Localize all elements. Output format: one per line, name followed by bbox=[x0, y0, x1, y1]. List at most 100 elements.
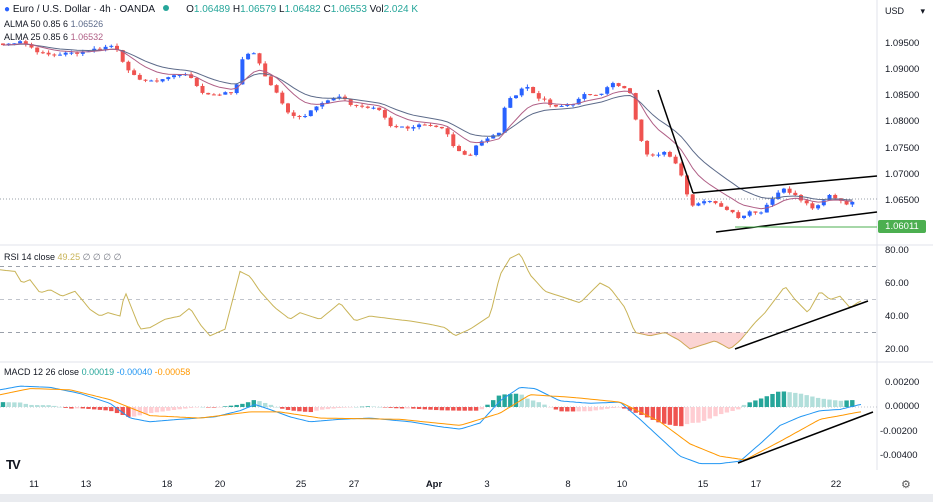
macd-histogram-bar bbox=[114, 407, 120, 414]
symbol-title[interactable]: Euro / U.S. Dollar · 4h · OANDA bbox=[12, 4, 155, 15]
channel-lower-line[interactable] bbox=[715, 211, 878, 233]
macd-histogram-bar bbox=[833, 400, 838, 407]
candle-body bbox=[514, 95, 518, 99]
candle-body bbox=[405, 126, 410, 129]
candle-body bbox=[685, 175, 689, 195]
alma50-legend[interactable]: ALMA 50 0.85 6 1.06526 bbox=[4, 19, 104, 29]
macd-histogram-bar bbox=[251, 400, 256, 407]
macd-histogram-bar bbox=[451, 407, 456, 411]
candle-body bbox=[154, 80, 159, 82]
candle-body bbox=[206, 92, 211, 95]
macd-histogram-bar bbox=[719, 407, 724, 415]
settings-gear-icon[interactable]: ⚙ bbox=[901, 479, 911, 491]
candle-body bbox=[115, 45, 119, 51]
time-tick: 10 bbox=[616, 479, 628, 490]
rsi-legend[interactable]: RSI 14 close 49.25 ∅ ∅ ∅ ∅ bbox=[4, 252, 122, 262]
candle-body bbox=[531, 86, 536, 94]
rsi-tick: 60.00 bbox=[885, 278, 909, 289]
candle-body bbox=[251, 53, 256, 55]
macd-histogram-bar bbox=[80, 407, 85, 409]
candle-body bbox=[713, 201, 718, 204]
macd-histogram-bar bbox=[57, 406, 63, 408]
macd-histogram-bar bbox=[63, 407, 68, 408]
tradingview-logo-icon[interactable]: TV bbox=[6, 457, 21, 472]
alma25-line bbox=[2, 43, 853, 210]
candle-body bbox=[747, 211, 752, 216]
macd-histogram-bar bbox=[502, 394, 507, 407]
macd-histogram-bar bbox=[428, 407, 433, 410]
candle-body bbox=[650, 154, 655, 156]
macd-histogram bbox=[0, 391, 855, 427]
candle-body bbox=[850, 201, 855, 205]
candle-body bbox=[816, 205, 821, 209]
candle-body bbox=[468, 154, 473, 156]
time-tick: 8 bbox=[565, 479, 571, 490]
candle-body bbox=[52, 54, 57, 56]
candle-body bbox=[605, 87, 610, 94]
macd-histogram-bar bbox=[650, 407, 655, 420]
candle-body bbox=[844, 200, 849, 205]
candle-body bbox=[485, 138, 490, 142]
macd-histogram-bar bbox=[399, 407, 405, 409]
macd-trend-line[interactable] bbox=[737, 411, 874, 464]
candle-body bbox=[240, 59, 245, 85]
macd-histogram-bar bbox=[285, 407, 291, 410]
macd-histogram-bar bbox=[40, 405, 46, 407]
macd-tick: -0.00200 bbox=[880, 426, 918, 437]
macd-histogram-bar bbox=[217, 407, 222, 408]
macd-histogram-bar bbox=[644, 407, 650, 418]
macd-histogram-bar bbox=[257, 401, 262, 407]
time-tick: 11 bbox=[29, 479, 39, 490]
candle-body bbox=[274, 85, 279, 93]
macd-histogram-bar bbox=[183, 407, 188, 409]
macd-histogram-bar bbox=[337, 407, 342, 408]
candle-body bbox=[616, 83, 621, 87]
downtrend-line[interactable] bbox=[657, 89, 694, 194]
candle-body bbox=[109, 45, 114, 47]
macd-histogram-bar bbox=[211, 407, 217, 408]
candle-body bbox=[428, 124, 433, 126]
macd-histogram-bar bbox=[519, 394, 524, 407]
candle-body bbox=[502, 107, 507, 133]
candle-body bbox=[753, 211, 758, 213]
currency-select[interactable]: USD ▾ bbox=[879, 3, 929, 19]
candle-body bbox=[177, 74, 182, 76]
candle-body bbox=[18, 41, 23, 44]
macd-histogram-bar bbox=[508, 394, 513, 407]
macd-histogram-bar bbox=[741, 404, 747, 407]
price-tick: 1.07000 bbox=[885, 169, 920, 180]
alma25-legend[interactable]: ALMA 25 0.85 6 1.06532 bbox=[4, 32, 104, 42]
macd-histogram-bar bbox=[365, 406, 370, 407]
candle-body bbox=[291, 112, 296, 116]
candle-body bbox=[439, 126, 444, 129]
candle-body bbox=[411, 127, 416, 129]
candle-body bbox=[628, 88, 632, 94]
macd-histogram-bar bbox=[103, 407, 108, 411]
candle-body bbox=[702, 201, 707, 204]
macd-histogram-bar bbox=[268, 404, 274, 407]
macd-histogram-bar bbox=[667, 407, 673, 425]
symbol-legend: ● Euro / U.S. Dollar · 4h · OANDA O1.064… bbox=[4, 4, 418, 15]
candle-body bbox=[137, 74, 142, 80]
macd-histogram-bar bbox=[234, 404, 239, 407]
macd-histogram-bar bbox=[747, 402, 752, 407]
macd-histogram-bar bbox=[97, 407, 103, 410]
candle-body bbox=[787, 188, 792, 193]
macd-line bbox=[0, 385, 862, 465]
candle-body bbox=[645, 140, 650, 155]
rsi-trend-line[interactable] bbox=[734, 300, 869, 350]
drawings[interactable] bbox=[657, 89, 878, 464]
channel-upper-line[interactable] bbox=[692, 175, 878, 194]
macd-histogram-bar bbox=[764, 396, 769, 407]
candle-body bbox=[417, 124, 422, 128]
macd-histogram-bar bbox=[23, 403, 28, 407]
support-price-tag: 1.06011 bbox=[878, 220, 926, 233]
candle-body bbox=[132, 70, 137, 75]
candle-body bbox=[833, 194, 838, 199]
price-tick: 1.06500 bbox=[885, 195, 920, 206]
macd-histogram-bar bbox=[627, 407, 633, 411]
macd-histogram-bar bbox=[656, 407, 661, 423]
macd-legend[interactable]: MACD 12 26 close 0.00019 -0.00040 -0.000… bbox=[4, 367, 191, 377]
rsi-tick: 20.00 bbox=[885, 344, 909, 355]
